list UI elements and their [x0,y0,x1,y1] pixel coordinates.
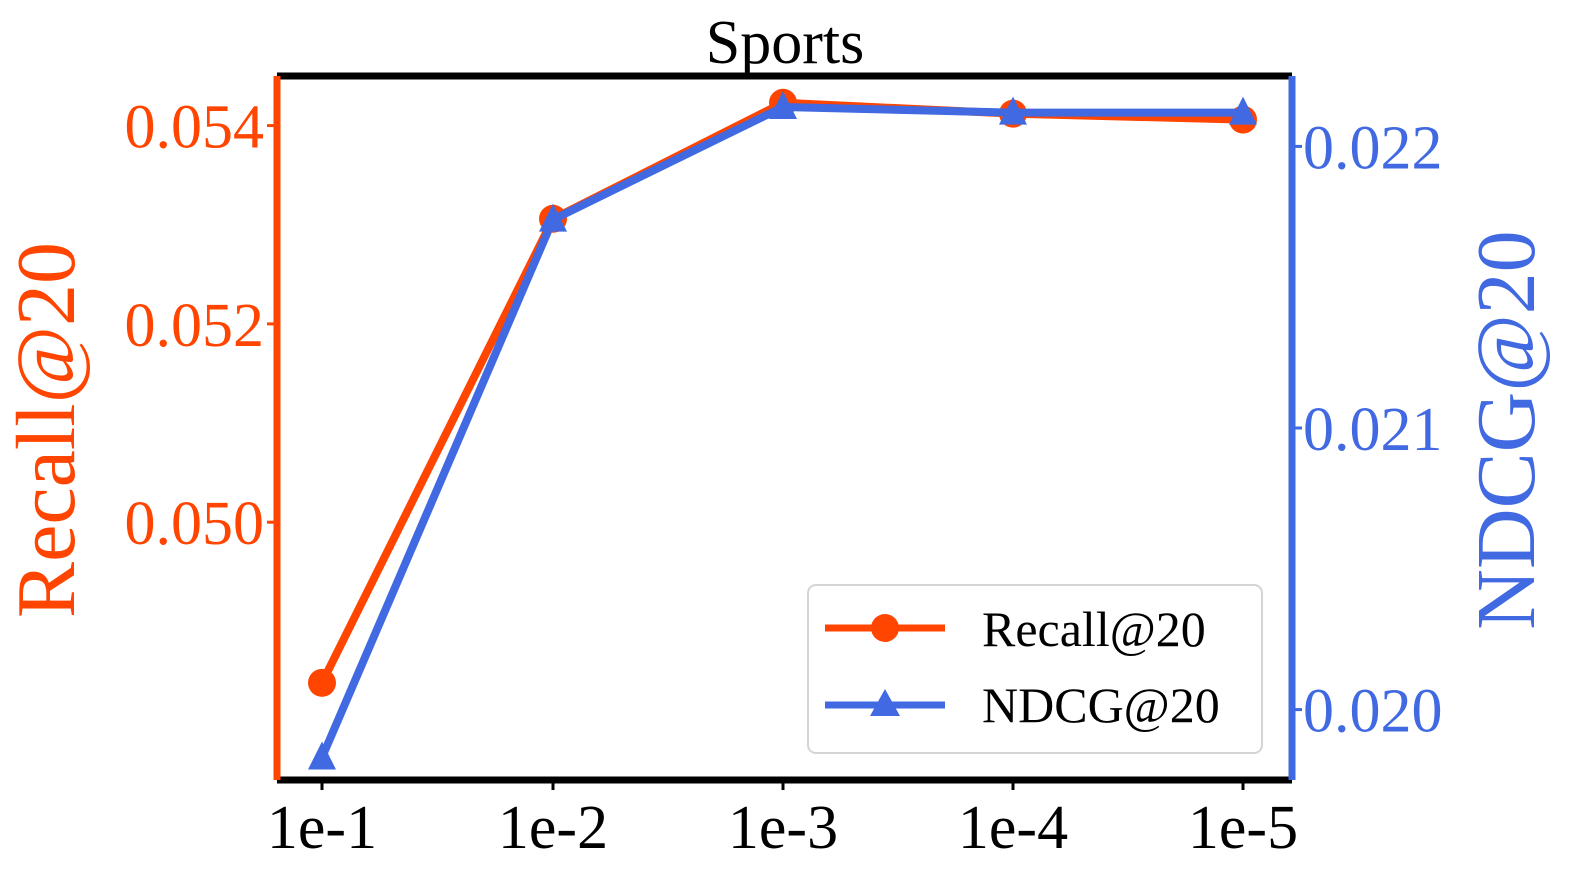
x-tick-label: 1e-4 [958,794,1068,862]
data-point-ndcg [308,741,336,770]
data-point-ndcg [769,90,797,119]
legend: Recall@20 NDCG@20 [807,584,1263,754]
x-tick-label: 1e-3 [728,794,838,862]
chart-title: Sports [706,9,864,77]
y-left-tick-label: 0.054 [125,94,265,162]
x-tick-label: 1e-1 [267,794,377,862]
data-point-ndcg [539,203,567,232]
y-left-tick-label: 0.052 [125,292,265,360]
y-right-tick-label: 0.020 [1303,678,1443,746]
data-point-ndcg [1229,96,1257,125]
y-right-tick-label: 0.021 [1303,396,1443,464]
y-right-axis-title: NDCG@20 [1460,230,1553,629]
y-left-tick-label: 0.050 [125,490,265,558]
legend-marker-ndcg [870,689,900,716]
y-right-tick-label: 0.022 [1303,114,1443,182]
legend-label-ndcg: NDCG@20 [982,677,1220,733]
y-left-axis-title: Recall@20 [0,242,93,618]
data-point-ndcg [999,96,1027,125]
legend-label-recall: Recall@20 [982,601,1206,657]
x-tick-label: 1e-2 [498,794,608,862]
legend-marker-recall [871,614,899,642]
data-point-recall [308,668,336,697]
x-tick-label: 1e-5 [1188,794,1298,862]
